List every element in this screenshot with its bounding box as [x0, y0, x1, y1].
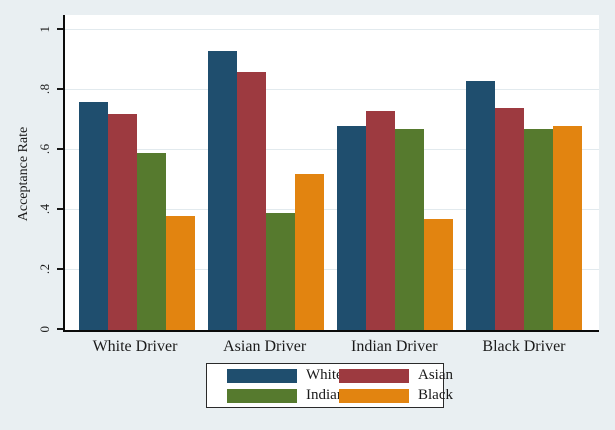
x-axis-label: White Driver [92, 338, 178, 355]
legend-item-asian: Asian [339, 367, 453, 384]
bar-white-white-driver [79, 102, 108, 330]
x-axis-labels: White Driver Asian Driver Indian Driver Bla… [63, 338, 599, 356]
y-tick-label: .6 [37, 143, 52, 155]
legend-label-indian: Indian [306, 387, 345, 403]
plot-area: 0 .2 .4 .6 .8 1 [37, 15, 599, 333]
legend-swatch-white [227, 368, 297, 383]
gridline-1 [65, 29, 599, 30]
y-tick-label: 0 [37, 325, 52, 333]
y-tick-label: .2 [37, 263, 52, 275]
legend-item-black: Black [339, 387, 453, 404]
y-tick-mark [57, 208, 63, 210]
bar-black-indian-driver [424, 219, 453, 330]
bar-group-white-driver [79, 15, 195, 330]
bar-asian-asian-driver [237, 72, 266, 330]
y-axis-title: Acceptance Rate [16, 126, 31, 222]
y-tick-mark [57, 28, 63, 30]
y-tick-mark [57, 88, 63, 90]
legend: White Asian Indian Black [206, 363, 453, 408]
x-axis-label: Indian Driver [350, 338, 438, 355]
bar-groups [65, 15, 599, 330]
y-tick-mark [57, 268, 63, 270]
legend-swatch-indian [227, 388, 297, 403]
gridline-.2 [65, 269, 599, 270]
bar-asian-white-driver [108, 114, 137, 330]
gridline-.6 [65, 149, 599, 150]
legend-item-white: White [227, 367, 343, 384]
x-axis-label: Asian Driver [223, 338, 307, 355]
y-tick-mark [57, 148, 63, 150]
legend-swatch-asian [339, 368, 409, 383]
y-tick-label: 1 [37, 25, 52, 33]
y-tick-label: .8 [37, 83, 52, 95]
legend-label-black: Black [418, 387, 453, 403]
bar-white-indian-driver [337, 126, 366, 330]
legend-swatch-black [339, 388, 409, 403]
bar-black-asian-driver [295, 174, 324, 330]
bar-black-black-driver [553, 126, 582, 330]
bar-group-black-driver [466, 15, 582, 330]
y-tick-label: .4 [37, 203, 52, 215]
y-tick-mark [57, 328, 63, 330]
bar-group-indian-driver [337, 15, 453, 330]
bar-white-black-driver [466, 81, 495, 330]
bar-black-white-driver [166, 216, 195, 330]
bar-white-asian-driver [208, 51, 237, 330]
gridline-.4 [65, 209, 599, 210]
bar-indian-black-driver [524, 129, 553, 330]
legend-item-indian: Indian [227, 387, 344, 404]
bar-asian-black-driver [495, 108, 524, 330]
bar-indian-indian-driver [395, 129, 424, 330]
x-axis-label: Black Driver [482, 338, 566, 355]
bar-asian-indian-driver [366, 111, 395, 330]
bar-indian-asian-driver [266, 213, 295, 330]
legend-label-asian: Asian [418, 367, 453, 383]
gridline-.8 [65, 89, 599, 90]
bar-indian-white-driver [137, 153, 166, 330]
bar-group-asian-driver [208, 15, 324, 330]
legend-label-white: White [306, 367, 343, 383]
